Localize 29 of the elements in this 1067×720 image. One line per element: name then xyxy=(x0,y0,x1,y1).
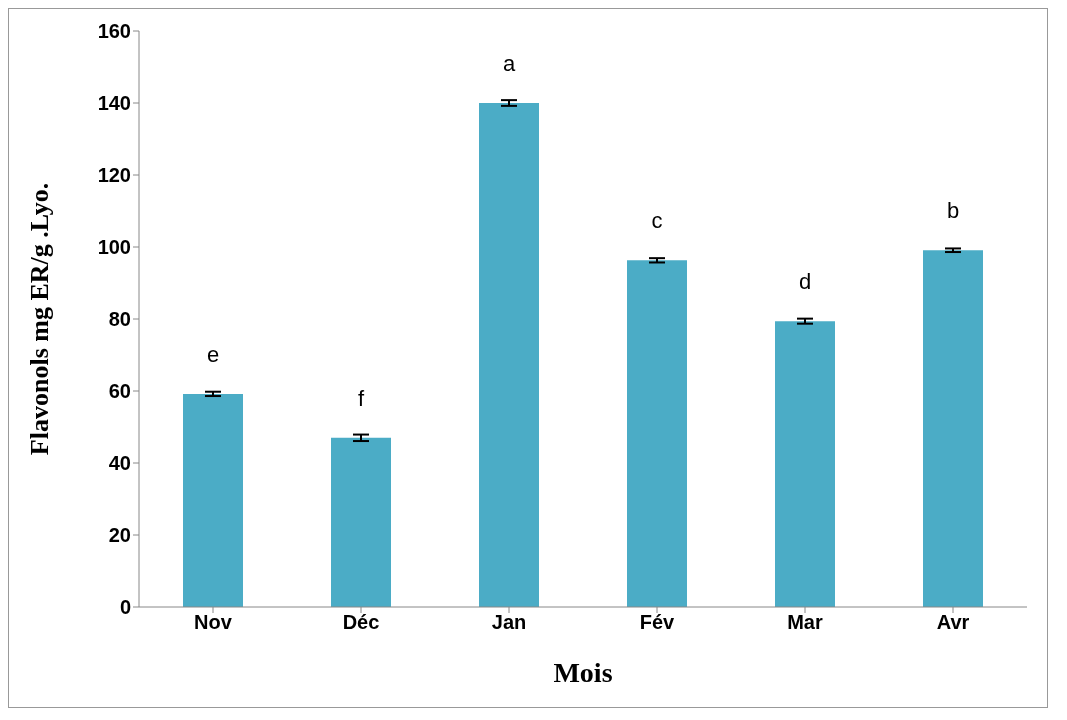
annotation: c xyxy=(651,208,663,234)
annotation: b xyxy=(946,198,960,224)
y-tick-label: 100 xyxy=(97,236,131,259)
annotation: f xyxy=(357,385,365,411)
x-tick-label: Avr xyxy=(936,611,970,634)
bar xyxy=(923,250,983,607)
annotation: a xyxy=(502,51,516,76)
x-tick-label: Déc xyxy=(342,611,380,634)
y-axis-title: Flavonols mg ER/g .Lyo. xyxy=(25,182,55,456)
bar xyxy=(775,321,835,607)
y-tick-label: 0 xyxy=(119,596,131,619)
x-tick-label: Mar xyxy=(787,611,823,634)
y-tick-label: 160 xyxy=(97,20,131,43)
bar xyxy=(479,103,539,607)
x-tick-label: Jan xyxy=(491,611,527,634)
x-tick-label: Fév xyxy=(639,611,676,634)
y-tick-label: 60 xyxy=(108,380,131,403)
annotation: d xyxy=(798,269,812,295)
y-tick-label: 40 xyxy=(108,452,131,475)
y-tick-label: 140 xyxy=(97,92,131,115)
y-tick-label: 120 xyxy=(97,164,131,187)
bar xyxy=(183,393,243,607)
bar xyxy=(627,260,687,607)
x-axis-title: Mois xyxy=(553,657,613,688)
y-tick-label: 20 xyxy=(108,524,131,547)
annotation: e xyxy=(206,341,220,367)
y-tick-label: 80 xyxy=(108,308,131,331)
bar xyxy=(331,437,391,607)
x-tick-label: Nov xyxy=(194,611,233,634)
